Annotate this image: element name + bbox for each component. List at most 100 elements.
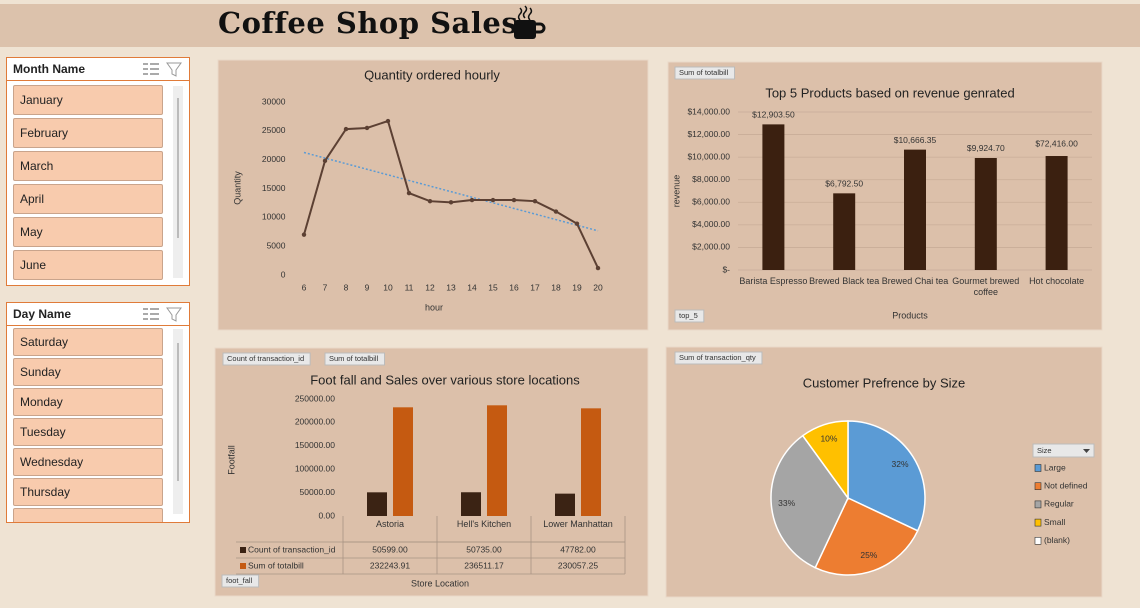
y-tick-label: 10000 [262, 212, 286, 222]
table-value: 236511.17 [464, 560, 504, 570]
field-button-label: Sum of totalbill [329, 354, 379, 363]
slicer-item[interactable]: Monday [13, 388, 163, 416]
y-tick-label: $2,000.00 [692, 242, 730, 252]
x-tick-label-box: Gourmet brewed coffee [952, 276, 1019, 297]
panel [217, 59, 649, 331]
x-tick-label: 14 [467, 282, 477, 292]
legend-marker [1034, 536, 1042, 545]
slicer-item[interactable] [13, 508, 163, 522]
table-value: 50735.00 [466, 544, 502, 554]
point [595, 265, 601, 271]
slicer-item[interactable]: Thursday [13, 478, 163, 506]
table-value: 47782.00 [560, 544, 596, 554]
legend-label: Sum of totalbill [248, 560, 304, 570]
point [322, 158, 328, 164]
point [364, 125, 370, 131]
legend-label: Not defined [1044, 480, 1088, 490]
table-category-box: Lower Manhattan [543, 519, 613, 529]
slicer-item[interactable]: May [13, 217, 163, 247]
slicer-title: Day Name [13, 307, 72, 321]
point [406, 190, 412, 196]
bar [762, 124, 785, 270]
legend-marker [1034, 518, 1042, 527]
field-button[interactable] [221, 574, 260, 588]
x-tick-label: Brewed Chai tea [881, 276, 949, 286]
point [490, 197, 496, 203]
x-tick-label-box: Brewed Black tea [809, 276, 880, 286]
legend-marker [1034, 464, 1042, 472]
slicer-item[interactable]: March [13, 151, 163, 181]
annotation: $72,416.00 [1035, 138, 1078, 148]
slicer-title: Month Name [13, 62, 85, 76]
chart-title: Foot fall and Sales over various store l… [310, 372, 580, 387]
y-tick-label: 100000.00 [295, 463, 335, 473]
table-category: Lower Manhattan [543, 519, 613, 529]
slicer-icons[interactable] [141, 305, 185, 323]
slicer-item[interactable]: April [13, 184, 163, 214]
day-slicer: Day Name Saturday Sunday Monday Tuesday … [6, 302, 190, 523]
y-tick-label: 15000 [262, 183, 286, 193]
slicer-item[interactable]: Tuesday [13, 418, 163, 446]
slicer-item[interactable]: January [13, 85, 163, 115]
x-axis-label: Store Location [411, 578, 469, 588]
slicer-item[interactable]: February [13, 118, 163, 148]
y-tick-label: 50000.00 [300, 487, 336, 497]
y-tick-label: $10,000.00 [687, 151, 730, 161]
y-axis-label: Footfall [226, 445, 236, 475]
y-tick-label: 20000 [262, 154, 286, 164]
legend-header [1032, 443, 1095, 458]
field-button[interactable] [324, 352, 386, 366]
point [343, 126, 349, 132]
table-category: Astoria [375, 519, 404, 529]
y-tick-label: 30000 [262, 96, 286, 106]
bar [393, 407, 413, 516]
pie-slice [847, 420, 926, 532]
legend-marker [1034, 482, 1042, 491]
slicer-item[interactable]: Saturday [13, 328, 163, 356]
field-button[interactable] [674, 351, 763, 365]
point [511, 197, 517, 203]
legend-label: (blank) [1044, 535, 1070, 545]
table-category-box: Astoria [375, 519, 404, 529]
x-tick-label: Barista Espresso [739, 276, 808, 286]
value-label: 33% [778, 498, 795, 508]
chart-title: Top 5 Products based on revenue genrated [765, 85, 1014, 100]
table-category: Hell's Kitchen [456, 519, 512, 529]
coffee-icon [514, 5, 546, 39]
field-button[interactable] [674, 309, 705, 323]
field-button[interactable] [222, 352, 311, 366]
month-slicer: Month Name January February March April … [6, 57, 190, 286]
title-bar [0, 4, 1140, 47]
slicer-item[interactable]: Wednesday [13, 448, 163, 476]
panel [214, 347, 649, 597]
legend-dropdown [1083, 449, 1090, 453]
table-value: 232243.91 [370, 560, 410, 570]
slicer-item[interactable]: Sunday [13, 358, 163, 386]
x-tick-label: 6 [302, 282, 307, 292]
value-label: 32% [892, 459, 909, 469]
slicer-item[interactable]: June [13, 250, 163, 280]
slicer-icons[interactable] [141, 60, 185, 78]
y-tick-label: $14,000.00 [687, 106, 730, 116]
slicer-header: Month Name [7, 58, 189, 81]
scrollbar[interactable] [173, 329, 183, 514]
pie-slice [770, 434, 849, 569]
field-button-label: foot_fall [226, 576, 253, 585]
field-button[interactable] [674, 66, 736, 80]
point [574, 221, 580, 226]
x-tick-label: 7 [323, 282, 328, 292]
bar [974, 157, 997, 270]
field-button-label: Sum of transaction_qty [679, 353, 756, 362]
x-tick-label: Brewed Black tea [809, 276, 880, 286]
point [469, 197, 475, 203]
legend-label: Large [1044, 462, 1066, 472]
point [532, 198, 538, 204]
value-label: $9,924.70 [967, 143, 1005, 153]
y-tick-label: 150000.00 [295, 440, 335, 450]
y-tick-label: $12,000.00 [687, 129, 730, 139]
field-button-label: top_5 [679, 311, 698, 320]
scrollbar[interactable] [173, 86, 183, 278]
value-label: $12,903.50 [752, 110, 795, 120]
y-tick-label: 250000.00 [295, 393, 335, 403]
